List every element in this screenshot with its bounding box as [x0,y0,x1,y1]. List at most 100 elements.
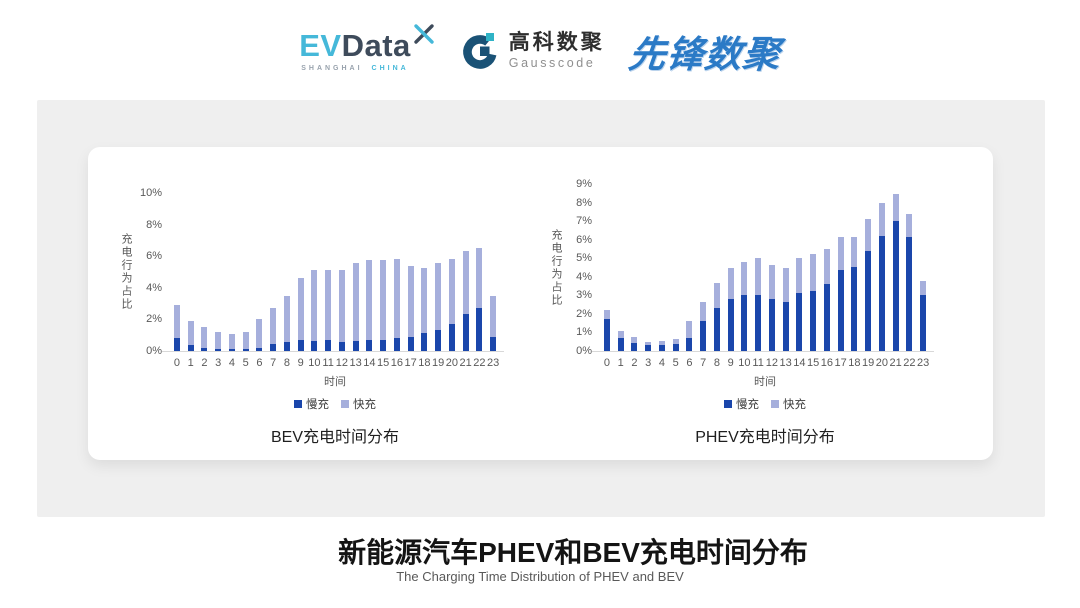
bar-segment-快充 [906,213,913,237]
bar-segment-快充 [435,263,442,330]
x-tick-label: 22 [473,357,486,369]
gausscode-g-icon [462,33,497,69]
bar-segment-快充 [878,203,885,236]
xianfeng-logo: 先锋数聚 [626,34,783,75]
bar-segment-快充 [407,265,414,337]
x-axis-title: 时间 [754,376,776,388]
evdata-ev-text: EV [299,28,342,63]
bar-segment-慢充 [672,343,679,351]
x-tick-label: 15 [807,357,820,369]
bar-segment-快充 [352,262,359,341]
y-tick-label: 7% [576,215,592,228]
bar-segment-快充 [823,248,830,285]
bar-segment-慢充 [755,295,762,351]
x-tick-label: 14 [363,357,376,369]
x-tick-label: 8 [283,357,290,369]
bar-segment-快充 [393,259,400,339]
x-tick-label: 6 [686,357,693,369]
x-tick-label: 20 [445,357,458,369]
x-tick-label: 6 [256,357,263,369]
bar-segment-慢充 [686,338,693,351]
x-axis-line [162,351,504,352]
legend-label: 慢充 [736,399,759,411]
bar-segment-快充 [228,333,235,350]
bar-segment-慢充 [727,299,734,351]
x-tick-label: 3 [215,357,222,369]
y-tick-label: 0% [146,345,162,357]
x-axis-title: 时间 [324,376,346,388]
bar-segment-快充 [768,264,775,300]
bar-segment-快充 [837,236,844,271]
evdata-wordmark: EV Data [299,24,435,63]
x-tick-label: 8 [713,357,720,369]
x-tick-label: 12 [335,357,348,369]
legend-label: 慢充 [306,399,329,411]
bar-segment-快充 [727,267,734,300]
bar-segment-慢充 [270,343,277,351]
x-tick-label: 17 [834,357,847,369]
phev-chart: 0% 1% 2% 3% 4% 5% 6% 7% 8% 9% 充电行为占比 0 1 2 3 4 5 6 7 8 9 10 11… [540,147,993,460]
bar-segment-慢充 [906,236,913,351]
bar-segment-快充 [201,327,208,348]
x-tick-label: 21 [889,357,902,369]
legend-item-快充: 快充 [771,396,806,412]
y-tick-label: 4% [576,270,592,283]
evdata-logo: EV Data SHANGHAI CHINA [299,24,435,72]
bar-segment-快充 [617,330,624,338]
bar-segment-慢充 [242,349,249,351]
x-tick-label: 16 [390,357,403,369]
bar-segment-快充 [782,268,789,302]
page-subtitle: The Charging Time Distribution of PHEV a… [396,569,684,584]
bev-chart: 0% 2% 4% 6% 8% 10% 充电行为占比 0 1 2 3 4 5 6 7 8 9 10 11 12 13 14 1… [88,147,540,460]
bar-segment-慢充 [325,339,332,351]
evdata-data-text: Data [341,28,411,63]
bar-segment-慢充 [187,345,194,351]
x-tick-label: 4 [658,357,665,369]
x-tick-label: 22 [903,357,916,369]
bar-segment-慢充 [658,345,665,351]
bar-segment-快充 [700,301,707,322]
chart-title: PHEV充电时间分布 [695,429,835,446]
y-tick-label: 6% [576,233,592,246]
x-tick-label: 3 [645,357,652,369]
bar-segment-快充 [297,278,304,340]
x-tick-label: 10 [308,357,321,369]
y-tick-label: 8% [576,196,592,209]
page-title: 新能源汽车PHEV和BEV充电时间分布 [338,537,808,568]
bar-segment-慢充 [435,329,442,351]
bar-segment-快充 [645,341,652,346]
bar-segment-慢充 [228,349,235,351]
x-tick-label: 16 [820,357,833,369]
bar-segment-快充 [283,295,290,343]
bar-segment-慢充 [421,332,428,351]
bar-segment-慢充 [920,295,927,351]
evdata-propeller-icon [414,24,434,44]
bar-segment-快充 [810,253,817,291]
gausscode-en-text: Gausscode [508,55,596,70]
x-tick-label: 13 [779,357,792,369]
bar-segment-慢充 [741,295,748,351]
x-tick-label: 14 [793,357,806,369]
y-tick-label: 2% [146,313,162,326]
x-tick-label: 5 [672,357,679,369]
bar-segment-慢充 [462,313,469,351]
evdata-tagline-shanghai: SHANGHAI [301,65,363,72]
bar-segment-慢充 [713,308,720,351]
legend: 慢充 快充 [600,396,930,412]
bar-segment-快充 [920,281,927,296]
bar-segment-快充 [256,319,263,348]
gausscode-cn-text: 高科数聚 [508,31,605,55]
bar-segment-快充 [741,261,748,296]
bar-segment-慢充 [352,340,359,351]
bar-segment-快充 [755,258,762,296]
bar-segment-慢充 [837,270,844,351]
bar-segment-快充 [713,283,720,309]
bar-segment-慢充 [851,266,858,351]
bar-segment-慢充 [865,250,872,351]
bar-segment-快充 [421,268,428,333]
x-tick-label: 1 [187,357,194,369]
x-tick-label: 23 [487,357,500,369]
bar-segment-快充 [796,258,803,294]
y-tick-label: 9% [576,178,592,190]
